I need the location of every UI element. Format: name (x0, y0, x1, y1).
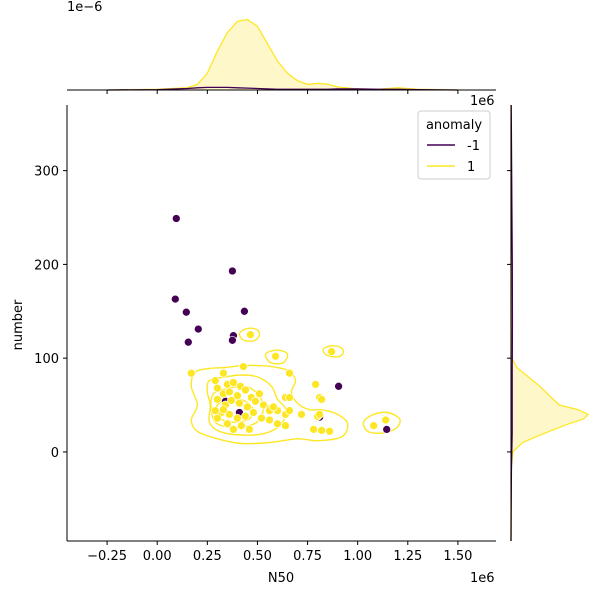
scatter-points (170, 214, 392, 436)
scatter-point-normal (369, 421, 379, 431)
scatter-point-normal (309, 425, 318, 434)
scatter-point-normal (269, 402, 278, 412)
scatter-point-anomaly (382, 425, 392, 434)
scatter-point-normal (225, 410, 234, 419)
scatter-point-normal (251, 396, 260, 406)
scatter-point-normal (249, 408, 258, 417)
scatter-point-normal (210, 376, 220, 386)
scatter-point-normal (219, 368, 228, 378)
scatter-point-normal (246, 330, 255, 340)
scatter-point-normal (241, 385, 250, 395)
right-density-line-neg (510, 104, 514, 542)
scatter-point-anomaly (240, 306, 249, 316)
x-axis-label: N50 (268, 571, 294, 586)
y-tick-label: 0 (51, 446, 59, 461)
scatter-point-normal (317, 395, 326, 404)
y-tick-label: 300 (34, 165, 59, 180)
right-marginal-density (507, 104, 590, 542)
scatter-point-normal (245, 425, 254, 434)
kde-contour-line (190, 364, 349, 445)
scatter-point-anomaly (228, 335, 237, 345)
top-marginal-offset-label: 1e−6 (67, 0, 102, 15)
scatter-point-normal (281, 421, 290, 431)
y-tick-label: 200 (34, 258, 59, 273)
y-axis-label: number (11, 299, 26, 350)
x-tick-label: 0.00 (143, 549, 172, 564)
x-offset-label: 1e6 (470, 571, 495, 586)
x-tick-label: 0.75 (293, 549, 322, 564)
scatter-point-normal (255, 389, 264, 399)
top-marginal-density (67, 18, 496, 94)
scatter-point-normal (235, 398, 244, 408)
legend-label-pos: 1 (467, 160, 475, 175)
scatter-point-normal (285, 368, 294, 378)
kde-contours (190, 327, 401, 445)
scatter-point-normal (229, 378, 238, 387)
scatter-point-normal (213, 413, 222, 423)
scatter-point-anomaly (170, 294, 180, 304)
scatter-point-normal (241, 411, 250, 421)
scatter-point-normal (273, 419, 282, 429)
scatter-point-normal (285, 393, 294, 402)
top-density-area-pos (107, 19, 458, 91)
right-density-line-pos (510, 105, 590, 541)
scatter-point-normal (233, 413, 242, 423)
scatter-point-normal (229, 425, 238, 434)
scatter-point-normal (315, 410, 324, 419)
scatter-point-normal (213, 383, 222, 393)
scatter-point-anomaly (228, 266, 237, 276)
x-tick-label: 1.00 (343, 549, 372, 564)
kde-contour-line (264, 349, 289, 365)
scatter-point-normal (257, 413, 266, 423)
y-offset-label: 1e6 (470, 94, 495, 109)
scatter-point-normal (381, 415, 391, 425)
kde-contour-line (322, 345, 345, 358)
x-tick-label: 0.50 (243, 549, 272, 564)
x-tick-label: 1.50 (443, 549, 472, 564)
main-axes: −0.25 0.00 0.25 0.50 0.75 1.00 1.25 1.50 0 100 200… (34, 105, 496, 564)
scatter-point-normal (311, 380, 320, 389)
scatter-point-normal (225, 387, 234, 397)
kde-contour-line (238, 327, 261, 343)
scatter-point-normal (213, 395, 222, 404)
legend-label-neg: -1 (467, 139, 480, 154)
scatter-point-normal (325, 426, 334, 436)
x-tick-label: 0.25 (193, 549, 222, 564)
scatter-point-normal (210, 406, 220, 416)
kde-contour-line (362, 411, 401, 435)
scatter-point-anomaly (334, 381, 343, 391)
scatter-point-normal (243, 402, 252, 412)
scatter-point-normal (327, 347, 336, 356)
scatter-point-normal (297, 410, 306, 419)
scatter-point-normal (219, 405, 228, 415)
x-tick-label: −0.25 (87, 549, 127, 564)
scatter-point-normal (265, 415, 274, 425)
legend: anomaly -1 1 (417, 110, 491, 180)
legend-title: anomaly (426, 118, 482, 133)
scatter-point-normal (227, 396, 236, 405)
scatter-point-anomaly (171, 214, 181, 223)
scatter-point-anomaly (183, 337, 193, 347)
scatter-point-normal (223, 419, 232, 429)
scatter-point-normal (186, 368, 196, 378)
scatter-point-normal (271, 351, 280, 361)
scatter-point-normal (285, 406, 294, 416)
right-density-area-pos (511, 105, 589, 541)
top-density-line-neg (107, 86, 458, 91)
x-tick-label: 1.25 (393, 549, 422, 564)
scatter-point-anomaly (181, 307, 191, 317)
y-tick-label: 100 (34, 352, 59, 367)
scatter-point-normal (317, 426, 326, 435)
scatter-point-normal (239, 362, 248, 371)
scatter-point-normal (237, 421, 246, 431)
scatter-point-anomaly (193, 324, 203, 334)
